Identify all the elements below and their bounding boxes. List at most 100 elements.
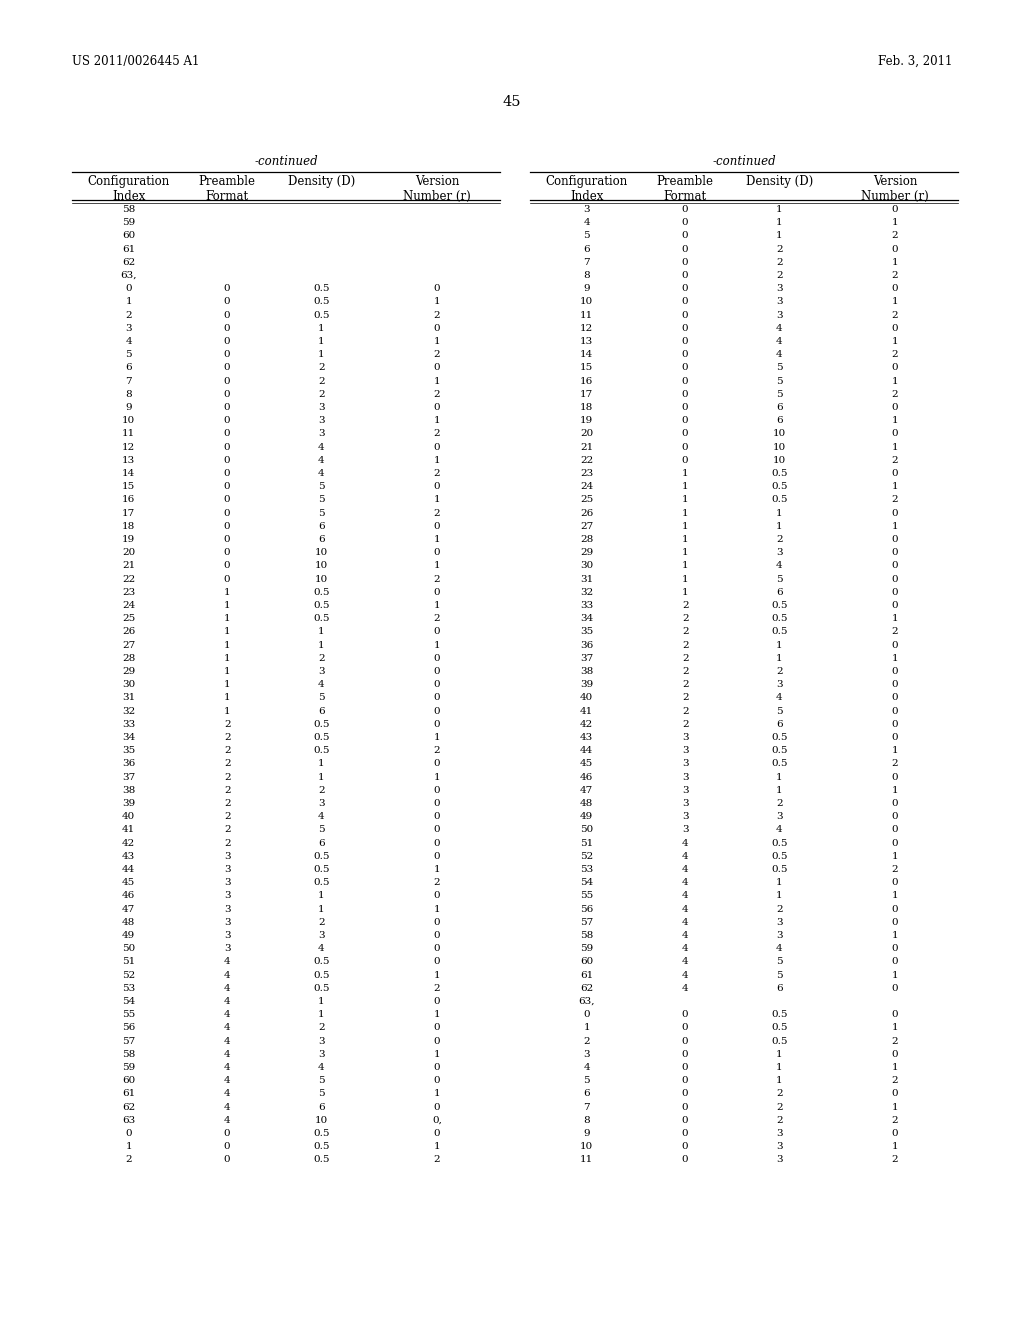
Text: 0: 0: [433, 284, 440, 293]
Text: 58: 58: [122, 1049, 135, 1059]
Text: 1: 1: [892, 337, 898, 346]
Text: 2: 2: [318, 1023, 325, 1032]
Text: 52: 52: [580, 851, 593, 861]
Text: 0.5: 0.5: [313, 851, 330, 861]
Text: 0: 0: [892, 640, 898, 649]
Text: 0: 0: [892, 983, 898, 993]
Text: 24: 24: [580, 482, 593, 491]
Text: 0: 0: [224, 469, 230, 478]
Text: 2: 2: [433, 1155, 440, 1164]
Text: 25: 25: [580, 495, 593, 504]
Text: 8: 8: [584, 1115, 590, 1125]
Text: 9: 9: [584, 1129, 590, 1138]
Text: 3: 3: [224, 944, 230, 953]
Text: 5: 5: [318, 1076, 325, 1085]
Text: 0.5: 0.5: [313, 601, 330, 610]
Text: 0: 0: [433, 1036, 440, 1045]
Text: Density (D): Density (D): [745, 176, 813, 187]
Text: 17: 17: [122, 508, 135, 517]
Text: 11: 11: [580, 310, 593, 319]
Text: 18: 18: [580, 403, 593, 412]
Text: 0.5: 0.5: [313, 733, 330, 742]
Text: 1: 1: [224, 587, 230, 597]
Text: 58: 58: [580, 931, 593, 940]
Text: 1: 1: [776, 878, 782, 887]
Text: 17: 17: [580, 389, 593, 399]
Text: 1: 1: [892, 482, 898, 491]
Text: 4: 4: [224, 983, 230, 993]
Text: 24: 24: [122, 601, 135, 610]
Text: 0: 0: [433, 825, 440, 834]
Text: 13: 13: [580, 337, 593, 346]
Text: 0: 0: [892, 812, 898, 821]
Text: 0: 0: [682, 389, 688, 399]
Text: 0: 0: [682, 1142, 688, 1151]
Text: 0: 0: [892, 363, 898, 372]
Text: 6: 6: [318, 1102, 325, 1111]
Text: 1: 1: [682, 587, 688, 597]
Text: 2: 2: [433, 983, 440, 993]
Text: 47: 47: [122, 904, 135, 913]
Text: 1: 1: [318, 904, 325, 913]
Text: 2: 2: [682, 693, 688, 702]
Text: 6: 6: [318, 838, 325, 847]
Text: 0: 0: [224, 350, 230, 359]
Text: 0.5: 0.5: [771, 495, 787, 504]
Text: 0: 0: [892, 548, 898, 557]
Text: 0: 0: [433, 1076, 440, 1085]
Text: 3: 3: [776, 548, 782, 557]
Text: Preamble
Format: Preamble Format: [199, 176, 256, 203]
Text: 3: 3: [318, 799, 325, 808]
Text: 0.5: 0.5: [771, 627, 787, 636]
Text: 40: 40: [580, 693, 593, 702]
Text: 3: 3: [776, 1142, 782, 1151]
Text: 0.5: 0.5: [313, 983, 330, 993]
Text: 1: 1: [776, 508, 782, 517]
Text: 0: 0: [892, 574, 898, 583]
Text: 3: 3: [776, 310, 782, 319]
Text: 0.5: 0.5: [313, 310, 330, 319]
Text: 6: 6: [776, 403, 782, 412]
Text: 9: 9: [584, 284, 590, 293]
Text: 0: 0: [224, 561, 230, 570]
Text: 1: 1: [318, 627, 325, 636]
Text: 4: 4: [776, 323, 782, 333]
Text: 53: 53: [580, 865, 593, 874]
Text: 10: 10: [773, 429, 786, 438]
Text: 0.5: 0.5: [313, 957, 330, 966]
Text: 0: 0: [433, 1023, 440, 1032]
Text: 0: 0: [682, 337, 688, 346]
Text: 1: 1: [892, 1102, 898, 1111]
Text: US 2011/0026445 A1: US 2011/0026445 A1: [72, 55, 200, 69]
Text: 0: 0: [224, 323, 230, 333]
Text: 46: 46: [122, 891, 135, 900]
Text: 0: 0: [682, 1089, 688, 1098]
Text: 63: 63: [122, 1115, 135, 1125]
Text: 0.5: 0.5: [313, 284, 330, 293]
Text: Version
Number (r): Version Number (r): [403, 176, 471, 203]
Text: 2: 2: [224, 785, 230, 795]
Text: 0: 0: [433, 363, 440, 372]
Text: 5: 5: [318, 495, 325, 504]
Text: 0: 0: [433, 891, 440, 900]
Text: 6: 6: [776, 983, 782, 993]
Text: 3: 3: [682, 799, 688, 808]
Text: 6: 6: [776, 719, 782, 729]
Text: 56: 56: [580, 904, 593, 913]
Text: 4: 4: [224, 970, 230, 979]
Text: 0: 0: [682, 231, 688, 240]
Text: 1: 1: [318, 640, 325, 649]
Text: 10: 10: [580, 297, 593, 306]
Text: 4: 4: [682, 838, 688, 847]
Text: Configuration
Index: Configuration Index: [88, 176, 170, 203]
Text: 48: 48: [580, 799, 593, 808]
Text: 3: 3: [682, 825, 688, 834]
Text: 0: 0: [892, 1010, 898, 1019]
Text: 0: 0: [125, 1129, 132, 1138]
Text: 0: 0: [892, 205, 898, 214]
Text: 6: 6: [776, 587, 782, 597]
Text: 1: 1: [584, 1023, 590, 1032]
Text: 0: 0: [433, 997, 440, 1006]
Text: 4: 4: [125, 337, 132, 346]
Text: 5: 5: [584, 231, 590, 240]
